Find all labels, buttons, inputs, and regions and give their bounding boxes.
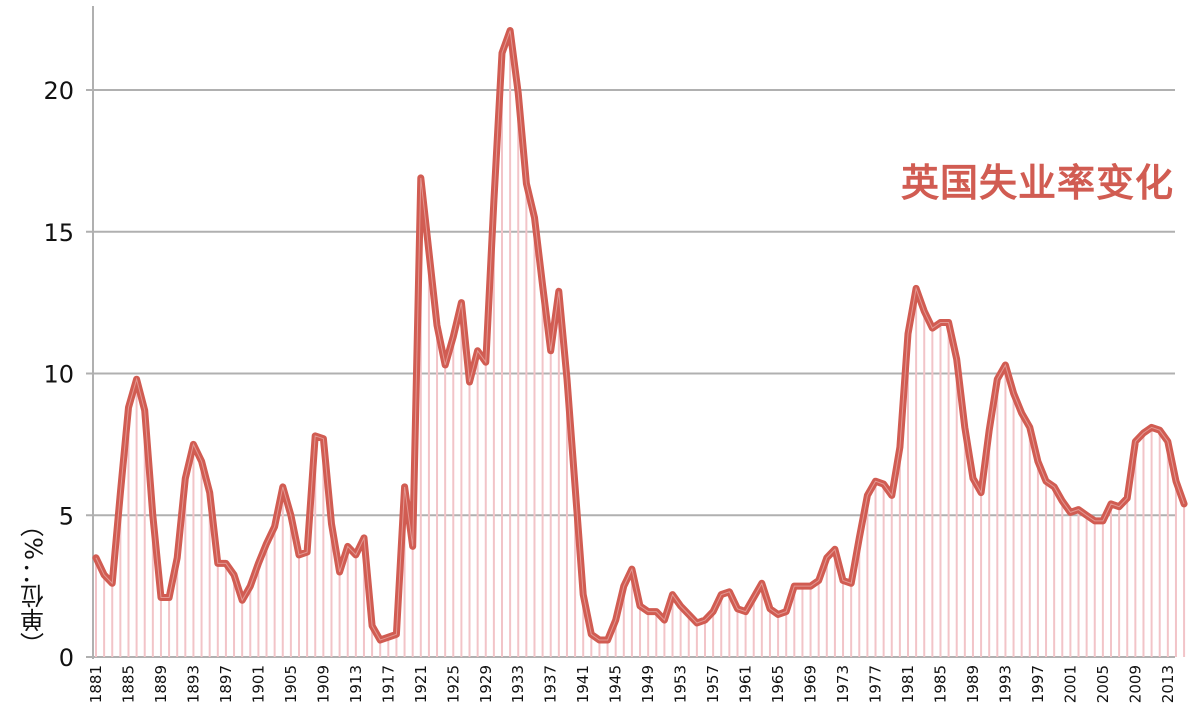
x-tick-label: 1917	[379, 665, 397, 703]
x-tick-label: 1953	[672, 665, 690, 703]
x-tick-label: 1885	[119, 665, 137, 703]
y-tick-label: 10	[43, 361, 74, 389]
gridlines	[86, 89, 1175, 658]
x-tick-label: 1949	[639, 665, 657, 703]
x-tick-label: 1989	[964, 665, 982, 703]
y-tick-label: 5	[59, 502, 74, 530]
x-tick-label: 1925	[444, 665, 462, 703]
x-tick-label: 1905	[282, 665, 300, 703]
y-tick-label: 0	[59, 644, 74, 672]
x-tick-label: 1909	[314, 665, 332, 703]
x-tick-label: 1893	[184, 665, 202, 703]
x-tick-label: 1933	[509, 665, 527, 703]
x-tick-label: 2009	[1126, 665, 1144, 703]
x-tick-label: 1937	[542, 665, 560, 703]
y-axis-ticks: 0 5 10 15 20	[43, 77, 74, 672]
x-tick-label: 1985	[931, 665, 949, 703]
x-tick-label: 2001	[1061, 665, 1079, 703]
x-tick-label: 1945	[607, 665, 625, 703]
x-axis-ticks: 1881 1885 1889 1893 1897 1901 1905 1909 1913 1917…	[87, 665, 1177, 703]
x-tick-label: 1881	[87, 665, 105, 703]
year-stems	[95, 30, 1186, 657]
unemployment-line	[92, 27, 1188, 644]
x-tick-label: 1941	[574, 665, 592, 703]
x-tick-label: 1965	[769, 665, 787, 703]
x-tick-label: 1901	[249, 665, 267, 703]
x-tick-label: 1957	[704, 665, 722, 703]
x-tick-label: 1977	[867, 665, 885, 703]
x-tick-label: 1981	[899, 665, 917, 703]
x-tick-label: 2005	[1094, 665, 1112, 703]
x-tick-label: 1913	[347, 665, 365, 703]
x-tick-label: 1993	[996, 665, 1014, 703]
x-tick-label: 1897	[217, 665, 235, 703]
x-tick-label: 1973	[834, 665, 852, 703]
y-tick-label: 15	[43, 219, 74, 247]
x-tick-label: 2013	[1159, 665, 1177, 703]
chart-title: 英国失业率变化	[900, 161, 1174, 205]
y-tick-label: 20	[43, 77, 74, 105]
x-tick-label: 1889	[152, 665, 170, 703]
x-tick-label: 1929	[477, 665, 495, 703]
x-tick-label: 1997	[1029, 665, 1047, 703]
y-axis-label: （单位：%）	[20, 513, 49, 657]
x-tick-label: 1961	[737, 665, 755, 703]
x-tick-label: 1969	[802, 665, 820, 703]
x-tick-label: 1921	[412, 665, 430, 703]
series-highlight	[95, 30, 1185, 641]
